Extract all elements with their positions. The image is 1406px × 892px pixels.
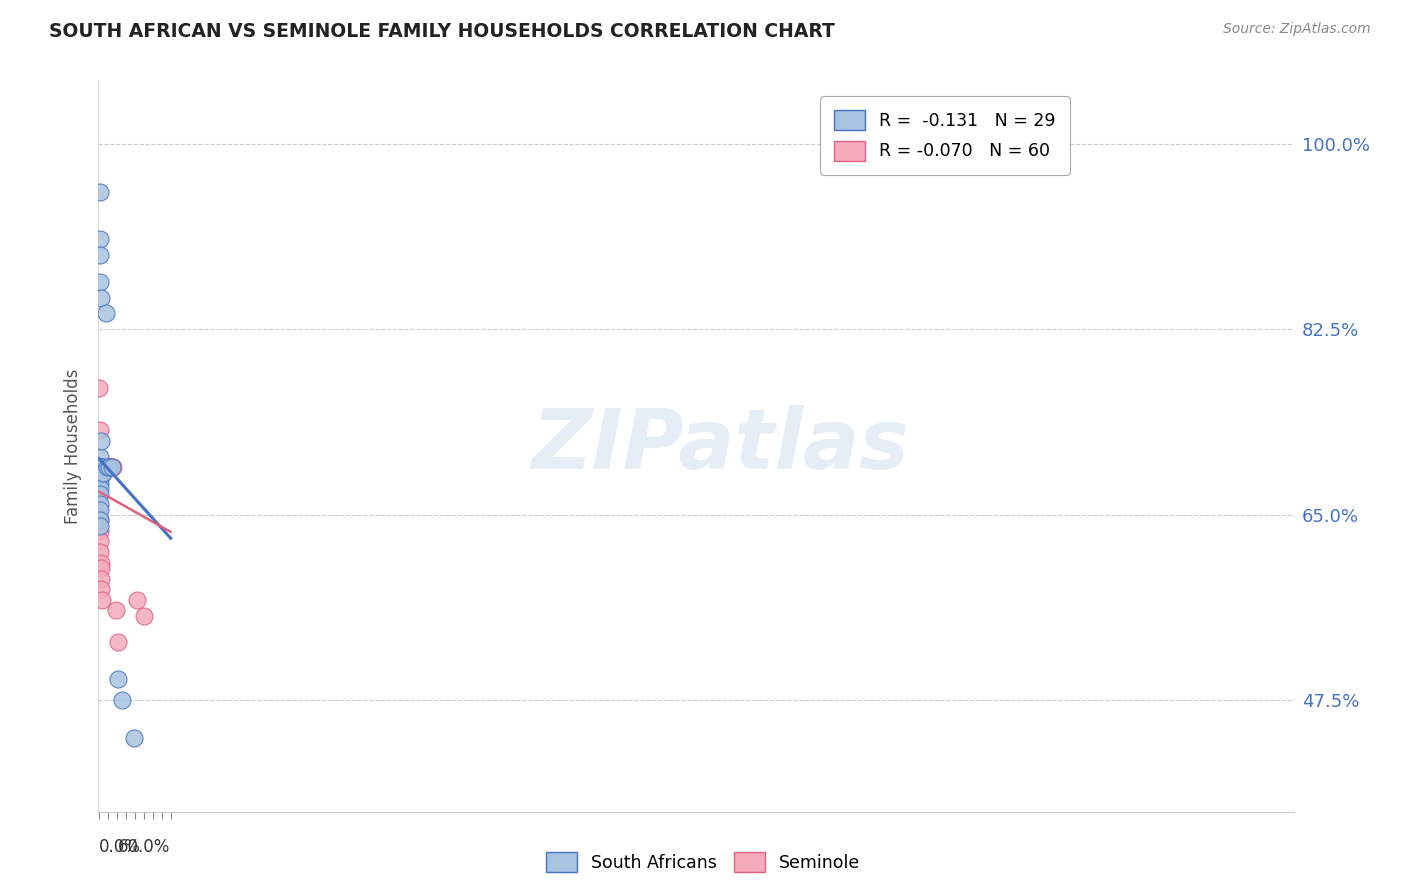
Point	[91, 460, 114, 475]
Point	[107, 635, 129, 649]
Point	[91, 460, 114, 475]
Point	[93, 460, 115, 475]
Point	[103, 460, 125, 475]
Point	[89, 482, 111, 496]
Point	[91, 460, 114, 475]
Point	[90, 460, 112, 475]
Point	[89, 460, 111, 475]
Point	[89, 423, 111, 437]
Point	[90, 460, 112, 475]
Point	[96, 460, 118, 475]
Text: Source: ZipAtlas.com: Source: ZipAtlas.com	[1223, 22, 1371, 37]
Point	[89, 497, 111, 511]
Point	[89, 513, 111, 527]
Point	[97, 460, 120, 475]
Point	[89, 460, 111, 475]
Point	[89, 502, 111, 516]
Point	[89, 381, 111, 395]
Point	[90, 460, 112, 475]
Point	[90, 556, 112, 570]
Point	[100, 460, 122, 475]
Point	[97, 460, 120, 475]
Point	[90, 582, 112, 596]
Point	[89, 460, 111, 475]
Point	[111, 693, 134, 707]
Point	[90, 460, 112, 475]
Point	[90, 572, 112, 586]
Point	[89, 460, 111, 475]
Point	[98, 460, 121, 475]
Point	[96, 460, 118, 475]
Point	[91, 460, 114, 475]
Legend: South Africans, Seminole: South Africans, Seminole	[538, 845, 868, 879]
Text: ZIPatlas: ZIPatlas	[531, 406, 908, 486]
Point	[89, 460, 111, 475]
Point	[134, 608, 156, 623]
Point	[89, 471, 111, 485]
Point	[89, 513, 111, 527]
Point	[89, 185, 111, 199]
Point	[107, 672, 129, 686]
Point	[89, 232, 111, 246]
Point	[89, 460, 111, 475]
Point	[91, 592, 114, 607]
Point	[89, 460, 111, 475]
Text: SOUTH AFRICAN VS SEMINOLE FAMILY HOUSEHOLDS CORRELATION CHART: SOUTH AFRICAN VS SEMINOLE FAMILY HOUSEHO…	[49, 22, 835, 41]
Point	[94, 460, 117, 475]
Legend: R =  -0.131   N = 29, R = -0.070   N = 60: R = -0.131 N = 29, R = -0.070 N = 60	[820, 96, 1070, 175]
Point	[91, 460, 114, 475]
Y-axis label: Family Households: Family Households	[65, 368, 83, 524]
Point	[93, 460, 115, 475]
Point	[122, 731, 145, 745]
Point	[89, 460, 111, 475]
Point	[100, 460, 122, 475]
Point	[89, 460, 111, 475]
Point	[89, 460, 111, 475]
Point	[104, 603, 127, 617]
Point	[98, 460, 121, 475]
Text: 0.0%: 0.0%	[98, 838, 141, 856]
Point	[91, 460, 114, 475]
Point	[94, 460, 117, 475]
Point	[93, 460, 115, 475]
Point	[89, 248, 111, 262]
Point	[96, 460, 118, 475]
Point	[90, 460, 112, 475]
Point	[89, 460, 111, 475]
Point	[90, 291, 112, 305]
Point	[91, 466, 114, 480]
Point	[90, 460, 112, 475]
Point	[90, 460, 112, 475]
Point	[89, 460, 111, 475]
Point	[89, 460, 111, 475]
Point	[89, 524, 111, 538]
Point	[90, 460, 112, 475]
Point	[89, 534, 111, 549]
Point	[91, 466, 114, 480]
Point	[94, 460, 117, 475]
Text: 60.0%: 60.0%	[118, 838, 170, 856]
Point	[93, 460, 115, 475]
Point	[96, 460, 118, 475]
Point	[89, 460, 111, 475]
Point	[90, 460, 112, 475]
Point	[89, 450, 111, 464]
Point	[89, 275, 111, 289]
Point	[89, 460, 111, 475]
Point	[101, 460, 124, 475]
Point	[89, 518, 111, 533]
Point	[89, 545, 111, 559]
Point	[89, 460, 111, 475]
Point	[127, 592, 149, 607]
Point	[94, 306, 117, 320]
Point	[90, 561, 112, 575]
Point	[89, 476, 111, 491]
Point	[89, 486, 111, 500]
Point	[89, 460, 111, 475]
Point	[90, 460, 112, 475]
Point	[89, 502, 111, 516]
Point	[90, 434, 112, 448]
